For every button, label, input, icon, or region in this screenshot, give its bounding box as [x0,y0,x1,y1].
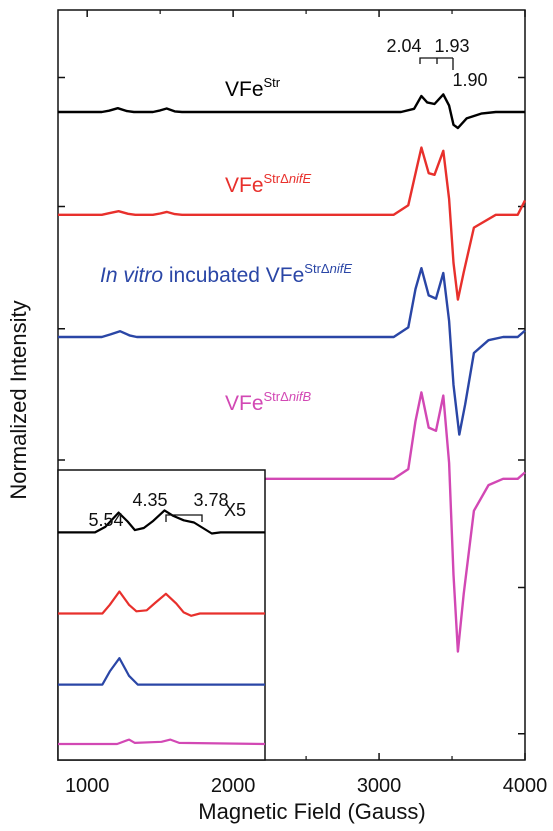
g-label-1.93: 1.93 [434,36,469,56]
x-tick-label: 2000 [211,775,256,797]
series-line-2 [58,267,526,436]
x-tick-label: 3000 [357,775,402,797]
axis-layer: 1000 2000 3000 4000 [57,9,548,797]
inset-bracket [165,514,203,522]
series-label-3: VFeStrΔnifB [225,389,312,415]
g-bracket [419,57,454,70]
x-axis-label: Magnetic Field (Gauss) [198,799,425,824]
inset-frame [57,469,266,761]
series-line-3 [58,391,526,653]
series-layer [58,93,527,653]
inset-series-line-2 [58,657,265,686]
g-label-1.90: 1.90 [452,70,487,90]
series-label-2: In vitro incubated VFeStrΔnifE [100,261,352,287]
series-line-1 [58,146,527,301]
series-label-0: VFeStr [225,75,281,101]
plot-frame [57,9,526,761]
g-label-2.04: 2.04 [386,36,421,56]
inset-scale-label: X5 [224,500,246,520]
series-line-0 [58,93,525,130]
inset-series-line-1 [58,590,265,617]
inset-g-label-4.35: 4.35 [132,490,167,510]
label-layer: VFeStr VFeStrΔnifE In vitro incubated VFeS… [100,36,488,415]
series-label-1: VFeStrΔnifE [225,171,312,197]
x-tick-label: 4000 [503,775,548,797]
y-axis-label: Normalized Intensity [6,300,31,499]
inset-series-line-3 [58,738,266,746]
inset-g-label-3.78: 3.78 [193,490,228,510]
inset-g-label-5.54: 5.54 [88,510,123,530]
inset-series-line-0 [58,509,265,535]
x-tick-label: 1000 [65,775,110,797]
